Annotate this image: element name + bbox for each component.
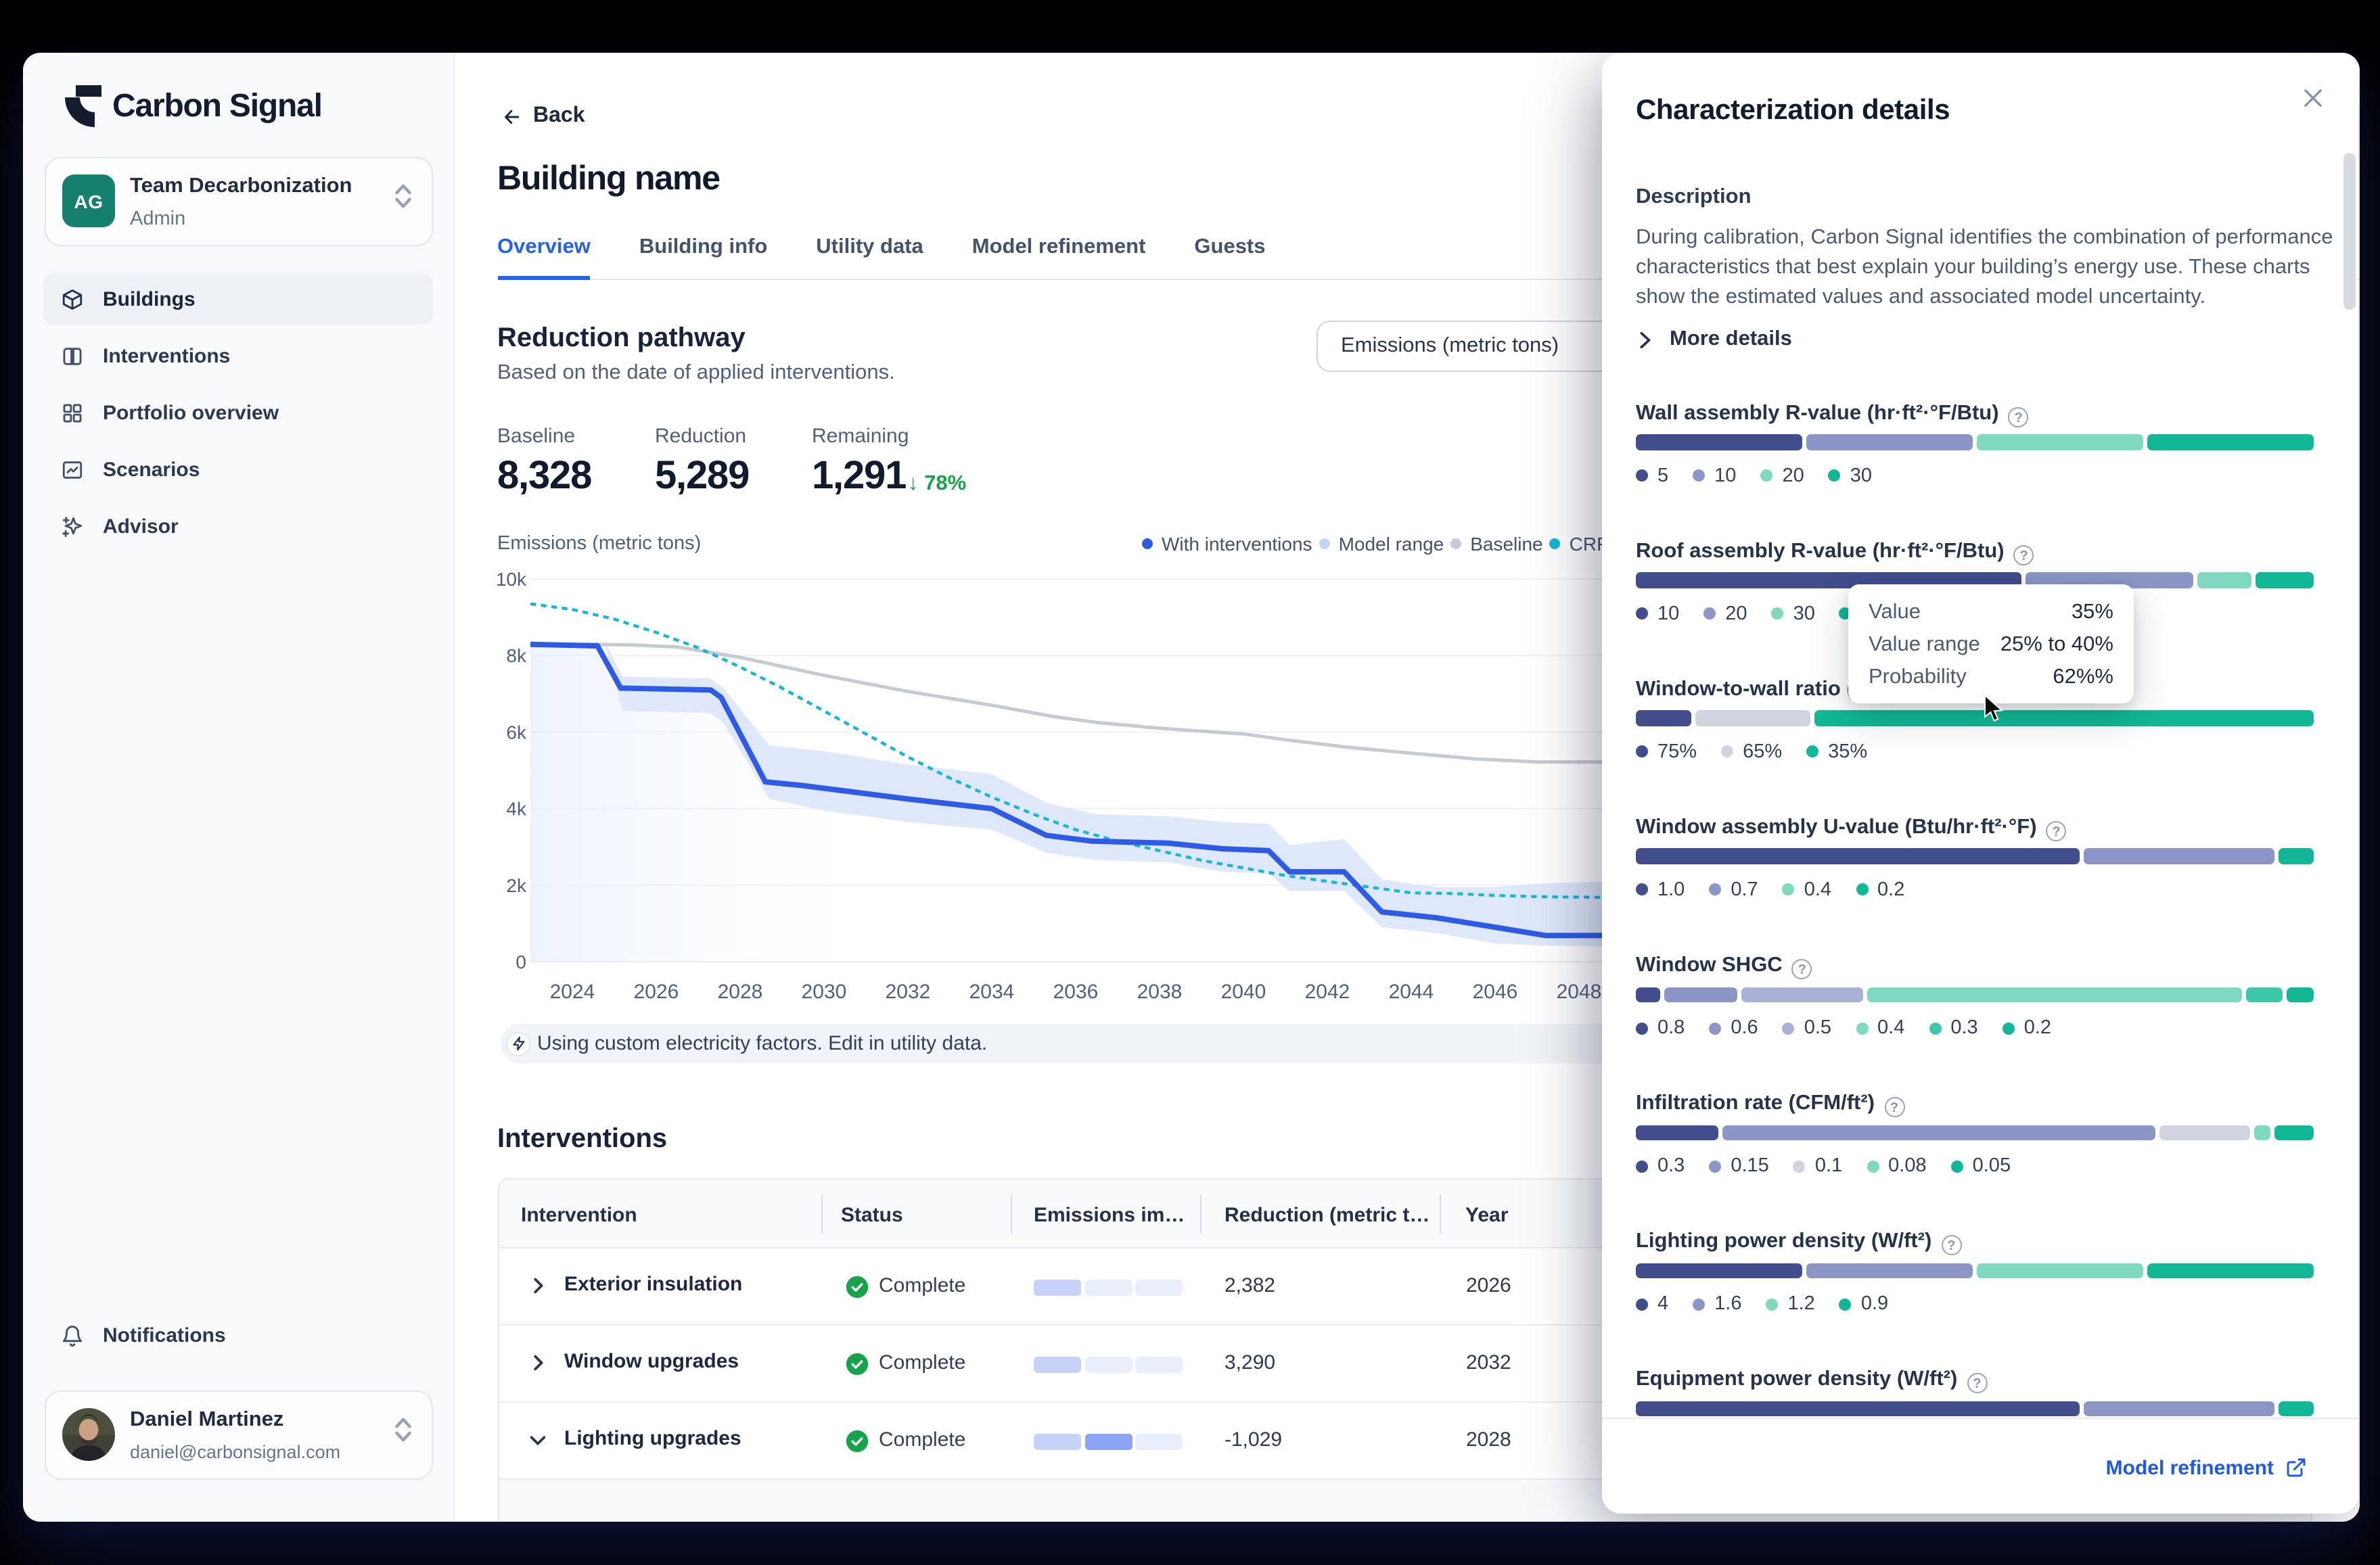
svg-text:2034: 2034 bbox=[969, 981, 1015, 1003]
svg-text:2030: 2030 bbox=[802, 981, 847, 1003]
svg-text:6k: 6k bbox=[506, 722, 527, 743]
svg-text:4k: 4k bbox=[506, 799, 527, 820]
svg-text:2036: 2036 bbox=[1053, 981, 1099, 1003]
svg-text:8k: 8k bbox=[506, 645, 527, 666]
svg-text:2024: 2024 bbox=[550, 981, 595, 1003]
svg-text:0: 0 bbox=[516, 952, 526, 973]
svg-text:2046: 2046 bbox=[1473, 981, 1518, 1003]
svg-text:2044: 2044 bbox=[1389, 981, 1434, 1003]
svg-text:2042: 2042 bbox=[1305, 981, 1350, 1003]
svg-text:2032: 2032 bbox=[886, 981, 931, 1003]
svg-text:2028: 2028 bbox=[718, 981, 763, 1003]
svg-text:2038: 2038 bbox=[1137, 981, 1183, 1003]
svg-text:10k: 10k bbox=[496, 569, 527, 590]
svg-text:2k: 2k bbox=[506, 875, 527, 896]
svg-text:2026: 2026 bbox=[634, 981, 679, 1003]
svg-text:2040: 2040 bbox=[1221, 981, 1266, 1003]
svg-text:2048: 2048 bbox=[1557, 981, 1602, 1003]
